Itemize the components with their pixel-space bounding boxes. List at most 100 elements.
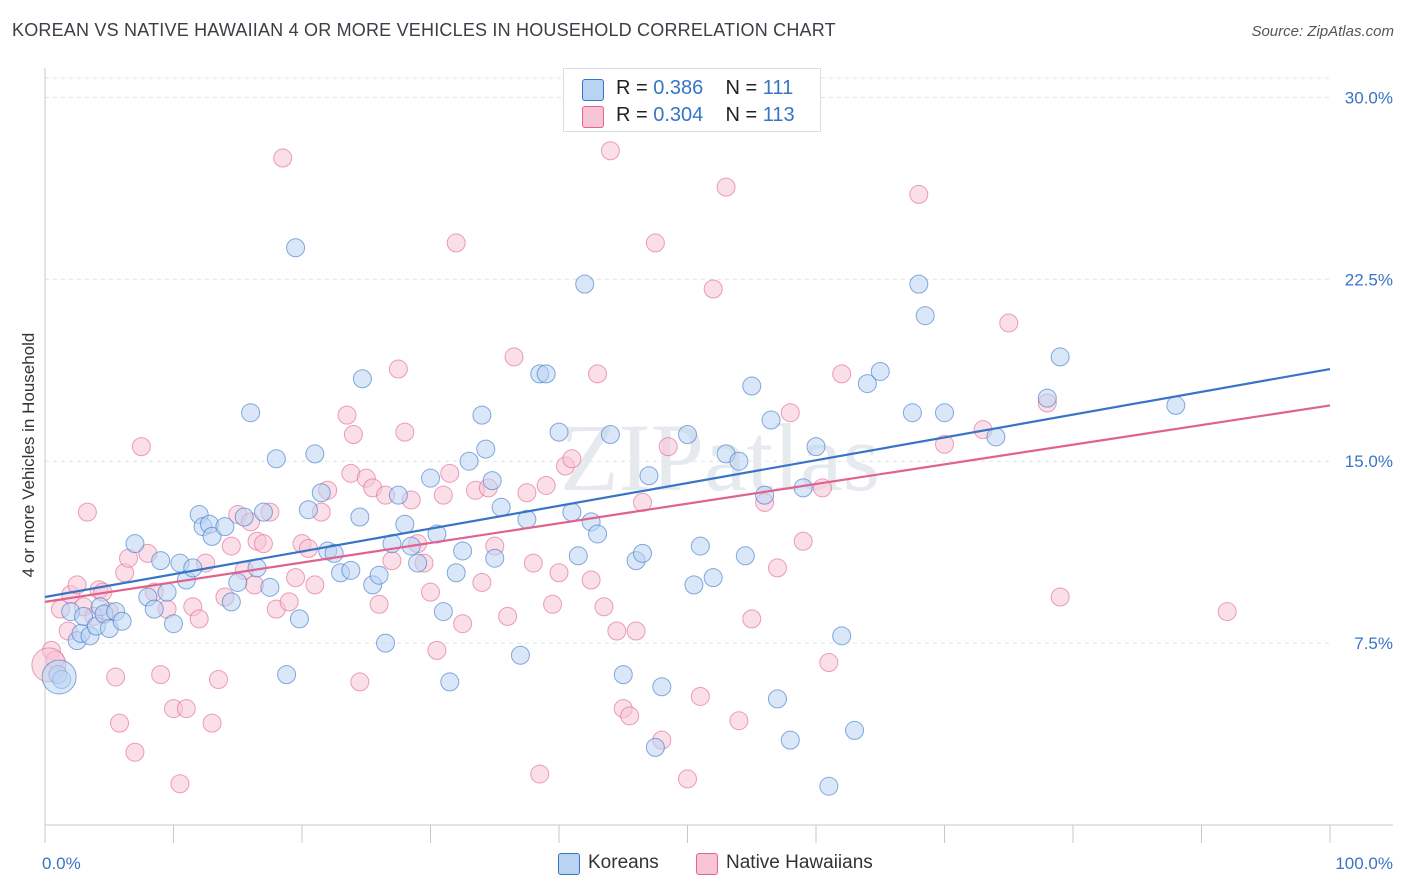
data-point [289,609,309,629]
legend-label-koreans: Koreans [588,852,659,873]
data-point [234,507,254,527]
data-point [819,776,839,796]
data-point [562,449,582,469]
data-point [832,364,852,384]
data-point [1050,347,1070,367]
korean-swatch [558,853,580,875]
y-tick-label: 7.5% [1354,634,1393,653]
data-point [703,279,723,299]
data-point [870,361,890,381]
trend-line-koreans [44,367,1331,599]
data-point [498,606,518,626]
data-point [761,410,781,430]
data-point [935,434,954,454]
r-value: 0.386 [653,77,704,99]
data-point [543,594,563,614]
y-tick-label: 30.0% [1345,88,1393,107]
data-point [568,546,588,566]
data-point [588,364,608,384]
data-point [151,665,171,685]
data-point [645,737,665,757]
data-point [742,609,762,629]
chart-title: KOREAN VS NATIVE HAWAIIAN 4 OR MORE VEHI… [12,20,836,40]
data-point [421,468,440,488]
data-point [1217,602,1237,622]
data-point [131,437,151,457]
data-point [594,597,614,617]
data-point [581,570,601,590]
data-point [277,665,297,685]
data-point [305,444,325,464]
data-point [536,364,556,384]
r-value: 0.304 [653,104,704,126]
data-point [530,764,550,784]
data-point [476,439,496,459]
data-point [986,427,1006,447]
data-point [164,614,183,634]
data-point [600,141,620,161]
data-point [1166,395,1186,415]
data-point [806,437,826,457]
data-point [408,553,428,573]
data-point [729,451,749,471]
data-point [369,565,389,585]
data-point [472,572,492,592]
data-point [221,536,241,556]
data-point [536,475,556,495]
data-point [1037,388,1057,408]
data-point [350,672,370,692]
data-point [935,403,954,423]
data-point [388,359,408,379]
data-point [491,497,511,517]
data-point [433,485,453,505]
data-point [767,558,787,578]
stats-legend: R = 0.386 N = 111 R = 0.304 N = 113 [563,68,821,132]
data-point [678,769,697,789]
data-point [305,575,325,595]
data-point [215,517,235,537]
data-point [337,405,357,425]
data-point [208,669,228,689]
data-point [228,572,248,592]
data-point [549,422,569,442]
data-point [74,606,94,626]
data-point [453,614,473,634]
data-point [440,672,460,692]
data-point [690,536,710,556]
data-point [793,531,813,551]
source-credit: Source: ZipAtlas.com [1251,23,1394,40]
data-point [780,730,800,750]
data-point [485,548,505,568]
data-point [549,563,569,583]
data-point [170,774,190,794]
data-point [735,546,755,566]
data-point [144,599,164,619]
data-point [510,645,530,665]
data-point [652,677,672,697]
axes [44,68,1393,843]
series-koreans-points [41,238,1186,796]
data-point [395,514,415,534]
data-point [221,592,241,612]
data-point [909,184,929,204]
data-point [1050,587,1070,607]
data-point [286,238,306,258]
data-point [453,541,473,561]
data-point [241,403,261,423]
data-point [639,466,659,486]
data-point [298,500,318,520]
data-point [729,711,749,731]
data-point [266,449,286,469]
hawaiian-swatch [696,853,718,875]
data-point [716,177,736,197]
data-point [633,543,653,563]
data-point [286,568,306,588]
data-point-large [41,659,77,695]
data-point [427,640,447,660]
data-point [504,347,524,367]
data-point [421,582,440,602]
data-point [343,425,363,445]
r-label: R = [616,77,648,99]
data-point [645,233,665,253]
